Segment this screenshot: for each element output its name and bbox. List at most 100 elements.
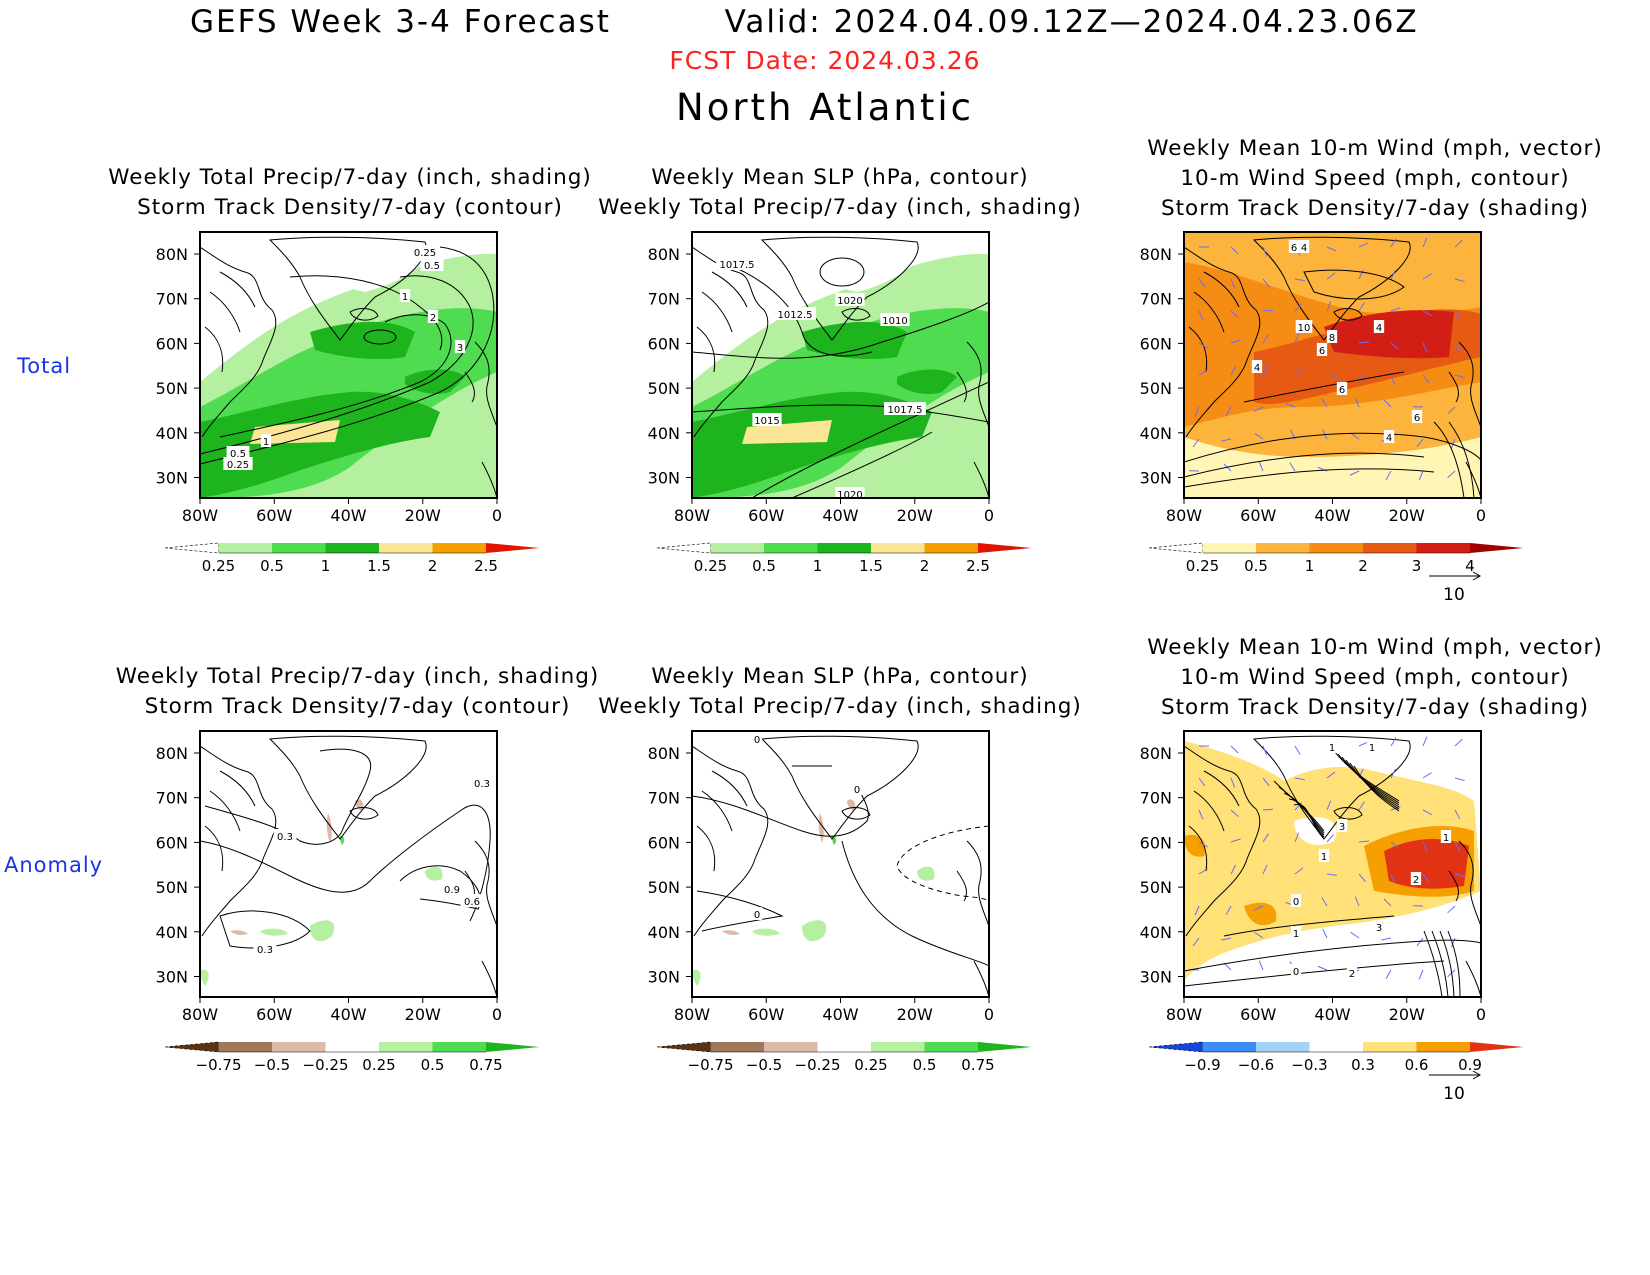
precip-excess bbox=[310, 920, 335, 942]
contour-label-bg bbox=[752, 413, 782, 426]
storm-contour bbox=[200, 275, 474, 455]
slp-anom-contour bbox=[896, 825, 989, 902]
panel-title-total-slp: Weekly Mean SLP (hPa, contour) Weekly To… bbox=[580, 163, 1100, 223]
lat-label: 80N bbox=[1140, 245, 1172, 264]
lat-label: 30N bbox=[648, 968, 680, 987]
wind-vector bbox=[1358, 873, 1366, 882]
contour-label-bg bbox=[1336, 819, 1348, 832]
wind-vector bbox=[1194, 905, 1200, 916]
lat-label: 60N bbox=[648, 334, 680, 353]
wind-anom-contour bbox=[1333, 750, 1400, 802]
contour-label-bg bbox=[427, 310, 439, 323]
storm-anom-shade-orange bbox=[1184, 834, 1206, 857]
lon-label: 40W bbox=[330, 1005, 366, 1024]
row-label-anomaly: Anomaly bbox=[4, 853, 104, 877]
contour-label: 0.3 bbox=[257, 945, 273, 956]
contour-label: 1017.5 bbox=[720, 260, 755, 271]
contour-label-bg bbox=[884, 402, 926, 415]
title-line: Weekly Total Precip/7-day (inch, shading… bbox=[598, 195, 1082, 220]
wind-vector bbox=[1390, 238, 1397, 248]
lon-label: 0 bbox=[1476, 1005, 1486, 1024]
wind-vector bbox=[1418, 969, 1424, 980]
legend-swatch bbox=[1416, 543, 1470, 553]
lat-label: 70N bbox=[1140, 290, 1172, 309]
wind-vector bbox=[1262, 745, 1268, 756]
contour-label: 0.9 bbox=[444, 885, 460, 896]
wind-vector bbox=[1294, 745, 1301, 755]
contour-label-bg bbox=[1288, 240, 1300, 253]
wind-vector bbox=[1358, 302, 1365, 312]
contour-label: 1012.5 bbox=[778, 310, 813, 321]
legend-swatch bbox=[1309, 543, 1363, 553]
wind-vector bbox=[1254, 432, 1264, 440]
contour-label: 1 bbox=[1321, 852, 1327, 863]
wind-vector bbox=[1294, 333, 1300, 344]
wind-vector bbox=[1354, 397, 1360, 408]
lat-label: 70N bbox=[156, 789, 188, 808]
legend-label: −0.5 bbox=[746, 1056, 782, 1074]
wind-vector bbox=[1198, 841, 1208, 848]
dry-region bbox=[290, 247, 430, 292]
wind-reference-vector: 10 bbox=[1429, 1070, 1482, 1104]
precip-excess bbox=[260, 928, 288, 936]
wind-vector bbox=[1225, 406, 1232, 416]
contour-label: 2 bbox=[1413, 875, 1419, 886]
contour-label-bg bbox=[1251, 360, 1263, 373]
title-line: Storm Track Density/7-day (contour) bbox=[137, 195, 563, 220]
legend-swatch bbox=[272, 1042, 326, 1052]
contour-label: 4 bbox=[1376, 323, 1382, 334]
contour-label: 6 bbox=[1319, 346, 1325, 357]
lon-label: 60W bbox=[256, 1005, 292, 1024]
wind-vector bbox=[1253, 905, 1264, 911]
contour-label: 1 bbox=[402, 292, 408, 303]
wind-vector bbox=[1294, 832, 1300, 843]
legend-label: −0.75 bbox=[688, 1056, 734, 1074]
lon-label: 80W bbox=[182, 506, 218, 525]
title-line: Storm Track Density/7-day (shading) bbox=[1160, 695, 1590, 720]
lat-label: 50N bbox=[648, 379, 680, 398]
title-line: Weekly Mean SLP (hPa, contour) bbox=[651, 165, 1029, 190]
contour-label: 1 bbox=[1329, 743, 1335, 754]
map-area: 1017.5 1020 1012.5 1010 1015 1017.5 1020 bbox=[692, 232, 989, 498]
legend-label: 0.25 bbox=[362, 1056, 395, 1074]
wind-vector bbox=[1294, 867, 1304, 875]
lat-label: 50N bbox=[1140, 379, 1172, 398]
wind-vector bbox=[1358, 741, 1369, 747]
lon-label: 20W bbox=[897, 1005, 933, 1024]
wind-vector bbox=[1192, 438, 1200, 448]
contour-label: 0 bbox=[1293, 967, 1299, 978]
lon-label: 40W bbox=[822, 1005, 858, 1024]
lat-label: 30N bbox=[648, 469, 680, 488]
contour-label-bg bbox=[273, 829, 297, 842]
lon-label: 60W bbox=[748, 1005, 784, 1024]
valid-period: Valid: 2024.04.09.12Z—2024.04.23.06Z bbox=[724, 4, 1419, 40]
wind-vector bbox=[1454, 239, 1463, 248]
contour-label-bg bbox=[1290, 894, 1302, 907]
contour-label-bg bbox=[1411, 410, 1423, 423]
wind-vector bbox=[1354, 896, 1360, 907]
lat-label: 60N bbox=[648, 833, 680, 852]
wind-vector bbox=[1326, 800, 1332, 811]
lat-label: 60N bbox=[1140, 334, 1172, 353]
slp-contour bbox=[721, 261, 873, 357]
lat-label: 40N bbox=[1140, 424, 1172, 443]
map-panel-anom-precip-storm: 0.3 0.3 0.9 0.6 0.3 80N 70N 60N 50N 40N 30N 80W 60W 4… bbox=[156, 730, 540, 1074]
wind-vector bbox=[1422, 873, 1430, 883]
wind-vector bbox=[1230, 838, 1241, 843]
wind-contour bbox=[1184, 468, 1435, 488]
contour-label-bg bbox=[1383, 430, 1395, 443]
lon-label: 0 bbox=[492, 506, 502, 525]
contour-label-bg bbox=[1410, 872, 1422, 885]
wind-vector bbox=[1221, 937, 1232, 941]
slp-contour bbox=[751, 381, 989, 498]
north-america-coastline bbox=[200, 246, 277, 438]
precip-deficit bbox=[230, 930, 248, 935]
wind-vector bbox=[1422, 772, 1432, 779]
iceland-coastline bbox=[841, 807, 871, 820]
legend-label: 2.5 bbox=[966, 557, 990, 575]
wind-vector bbox=[1230, 745, 1239, 754]
slp-anom-contour bbox=[692, 785, 869, 837]
contour-label: 0.3 bbox=[277, 832, 293, 843]
lat-label: 70N bbox=[648, 290, 680, 309]
